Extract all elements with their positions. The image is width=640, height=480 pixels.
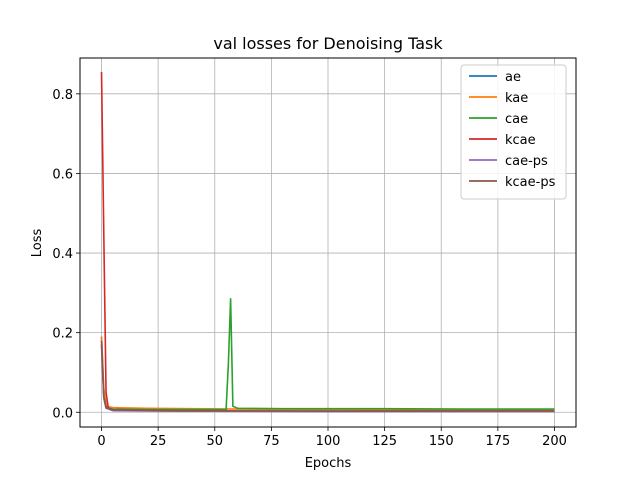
y-tick-label: 0.6	[52, 167, 73, 182]
y-tick-label: 0.0	[52, 406, 73, 421]
legend-label-kcae-ps: kcae-ps	[505, 175, 556, 190]
x-tick-label: 25	[150, 434, 167, 449]
legend-box	[460, 64, 567, 200]
legend: ae kae cae kcae cae-ps kcae-ps	[460, 64, 567, 200]
y-tick-label: 0.2	[52, 327, 73, 342]
x-tick-label: 200	[542, 434, 567, 449]
x-axis-title: Epochs	[305, 456, 352, 471]
legend-label-ae: ae	[505, 70, 521, 85]
series-line-kcae-ps	[100, 340, 555, 412]
legend-label-kcae: kcae	[505, 133, 536, 148]
x-tick-label: 175	[485, 434, 510, 449]
y-tick-label: 0.8	[52, 88, 73, 103]
x-tick-label: 125	[372, 434, 397, 449]
series-layer	[100, 71, 555, 413]
x-axis-ticks: 0 25 50 75 100 125 150 175 200	[97, 427, 567, 449]
chart-title: val losses for Denoising Task	[213, 34, 443, 53]
legend-label-kae: kae	[505, 91, 528, 106]
legend-label-cae-ps: cae-ps	[505, 154, 548, 169]
y-axis-ticks: 0.0 0.2 0.4 0.6 0.8	[52, 88, 80, 421]
grid	[80, 58, 576, 427]
x-tick-label: 75	[263, 434, 280, 449]
legend-label-cae: cae	[505, 112, 528, 127]
x-tick-label: 50	[206, 434, 223, 449]
y-axis-title: Loss	[30, 229, 45, 258]
x-tick-label: 100	[316, 434, 341, 449]
x-tick-label: 0	[97, 434, 105, 449]
x-tick-label: 150	[429, 434, 454, 449]
y-tick-label: 0.4	[52, 247, 73, 262]
